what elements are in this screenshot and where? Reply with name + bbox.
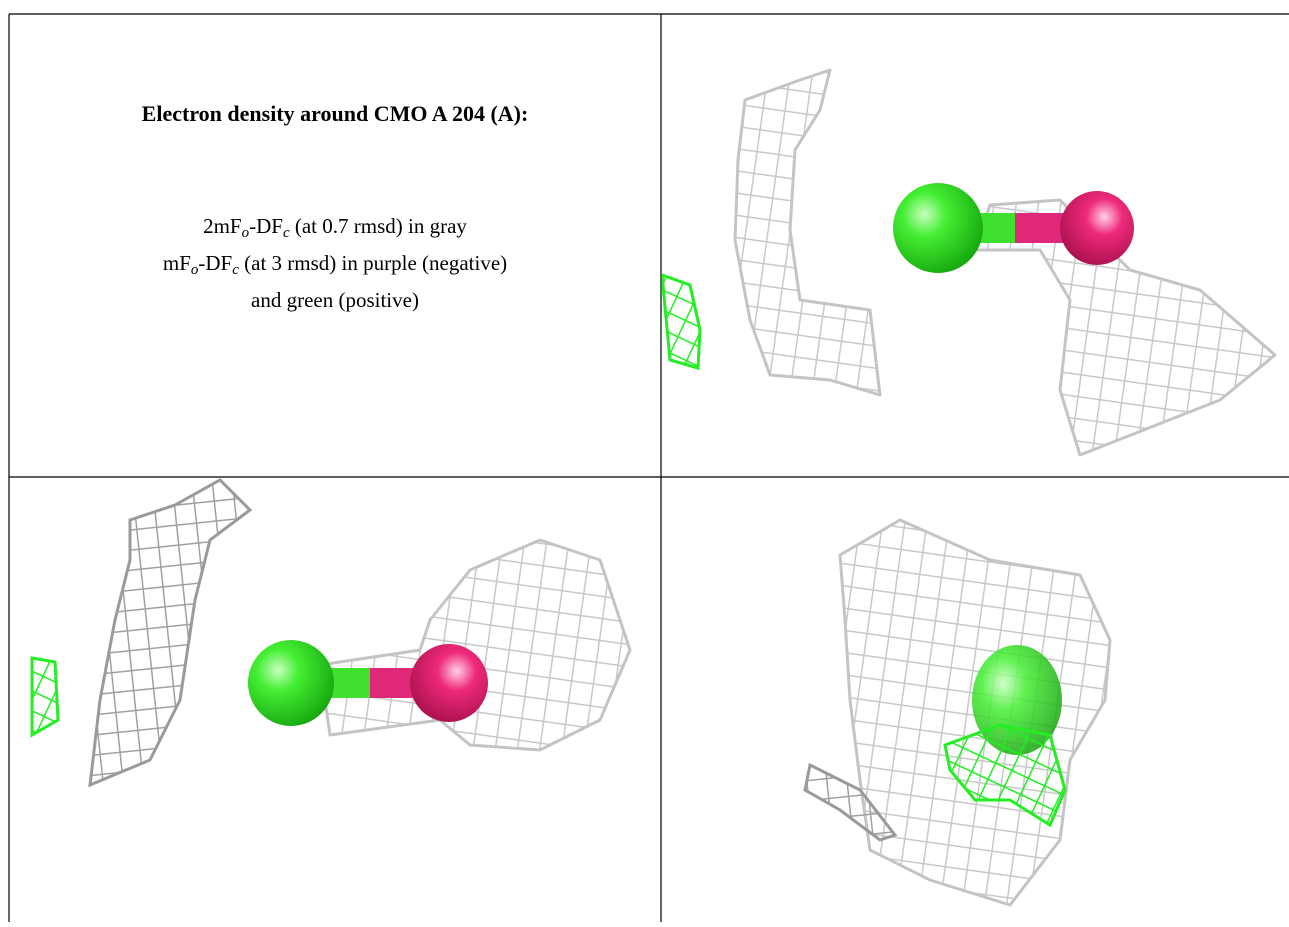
text: 2mF (203, 214, 242, 238)
legend-line: mFo-DFc (at 3 rmsd) in purple (negative) (163, 251, 507, 278)
atom-pink (1060, 191, 1134, 265)
density-view (30, 478, 632, 788)
mesh-green (30, 656, 60, 738)
text: (at 3 rmsd) in purple (negative) (239, 251, 507, 275)
legend-line: and green (positive) (251, 288, 419, 312)
caption-title: Electron density around CMO A 204 (A): (142, 101, 529, 126)
text: -DF (198, 251, 232, 275)
mesh-gray (733, 68, 882, 397)
mesh-green (662, 273, 702, 370)
atom-green (248, 640, 334, 726)
subscript: c (283, 225, 290, 241)
subscript: c (232, 262, 239, 278)
atom-pink (410, 644, 488, 722)
mesh-gray (803, 762, 898, 842)
density-view (662, 68, 1277, 457)
legend-line: 2mFo-DFc (at 0.7 rmsd) in gray (203, 214, 467, 241)
density-view (803, 518, 1112, 907)
mesh-gray (318, 538, 632, 752)
mesh-gray (88, 478, 253, 788)
subscript: o (242, 225, 250, 241)
text: (at 0.7 rmsd) in gray (290, 214, 468, 238)
mesh-green (943, 723, 1067, 828)
atom-green (893, 183, 983, 273)
text: mF (163, 251, 191, 275)
text: -DF (249, 214, 283, 238)
table-borders (8, 13, 1289, 922)
subscript: o (191, 262, 199, 278)
